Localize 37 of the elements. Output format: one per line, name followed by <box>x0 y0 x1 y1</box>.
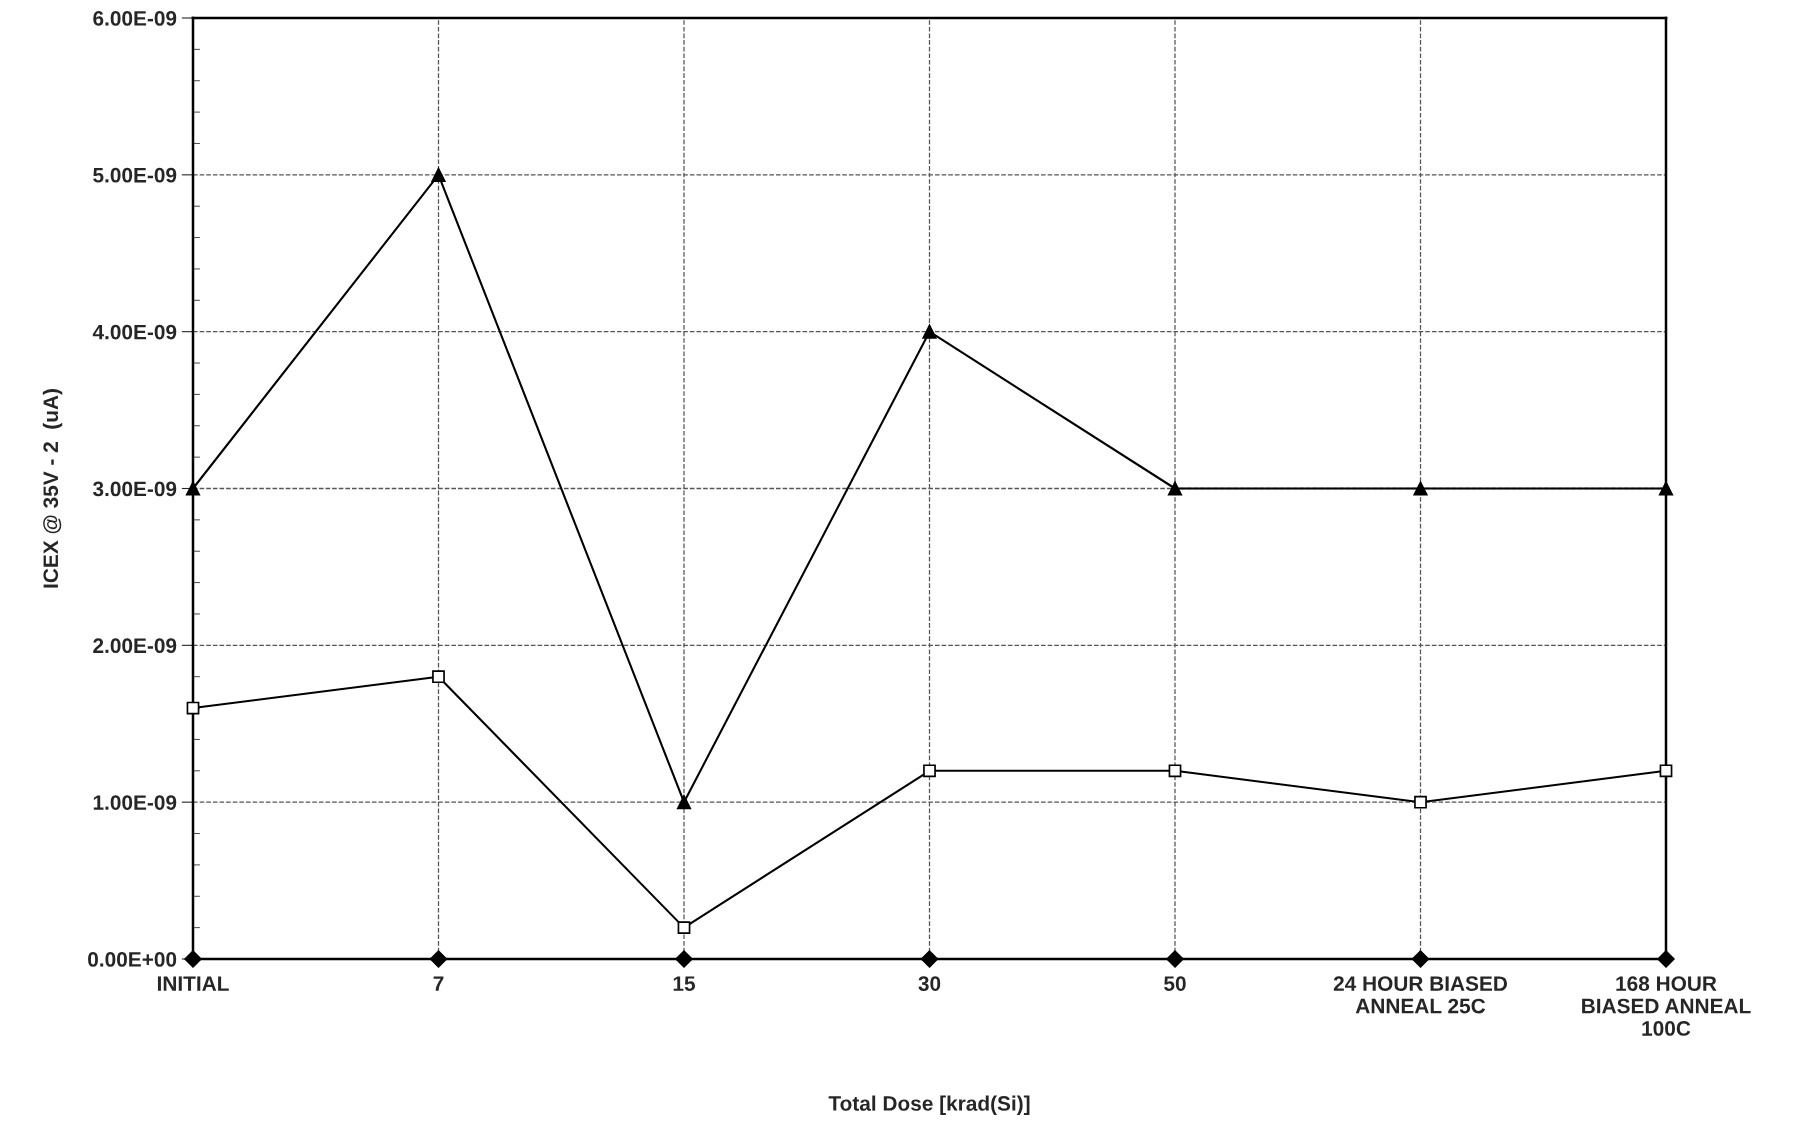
point <box>1659 764 1673 778</box>
point <box>920 950 939 968</box>
x-tick-label: 24 HOUR BIASED ANNEAL 25C <box>1333 976 1508 1014</box>
point <box>1411 950 1430 968</box>
point <box>676 795 692 810</box>
point <box>1166 950 1184 968</box>
point <box>184 950 202 968</box>
point <box>923 764 936 778</box>
point <box>1414 795 1427 809</box>
point <box>922 324 937 339</box>
x-tick-label: 15 <box>673 976 696 991</box>
y-tick-label: 4.00E-09 <box>92 324 177 340</box>
point <box>1658 481 1674 496</box>
y-tick-label: 1.00E-09 <box>93 795 177 810</box>
x-tick-label: 168 HOUR BIASED ANNEAL 100C <box>1582 976 1751 1036</box>
point <box>431 167 446 182</box>
point <box>429 950 448 968</box>
point <box>1657 950 1675 968</box>
y-tick-label: 2.00E-09 <box>93 638 177 654</box>
x-tick-label: 30 <box>918 976 941 991</box>
point <box>186 701 200 715</box>
point <box>432 670 445 684</box>
point <box>185 481 201 496</box>
y-tick-label: 0.00E+00 <box>88 952 177 967</box>
y-tick-label: 5.00E-09 <box>93 167 177 183</box>
point <box>675 950 693 968</box>
x-tick-label: 50 <box>1164 976 1186 991</box>
y-tick-label: 6.00E-09 <box>93 11 177 26</box>
y-axis-title: ICEX @ 35V - 2 (uA) <box>42 389 63 588</box>
x-axis-title: Total Dose [krad(Si)] <box>828 1095 1030 1115</box>
point <box>1413 481 1428 496</box>
point <box>1168 764 1182 778</box>
point <box>677 921 691 935</box>
x-tick-label: INITIAL <box>157 976 229 991</box>
x-tick-label: 7 <box>433 976 444 991</box>
point <box>1167 481 1183 496</box>
y-tick-label: 3.00E-09 <box>92 481 177 497</box>
